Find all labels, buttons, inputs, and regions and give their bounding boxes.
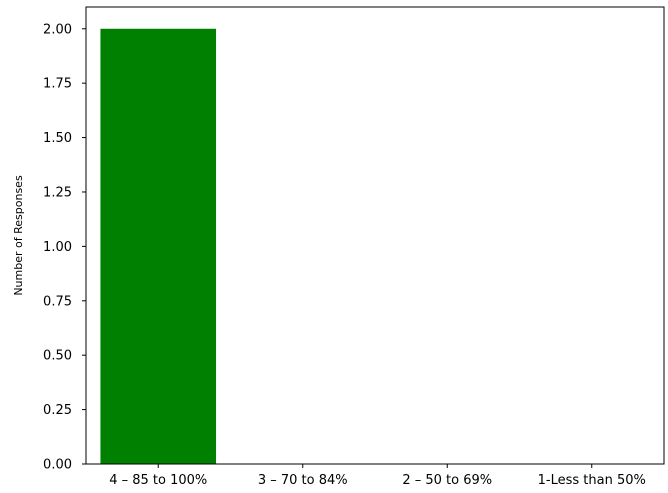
y-tick-label: 1.25	[43, 185, 72, 200]
y-axis-label: Number of Responses	[12, 175, 25, 296]
x-axis: 4 – 85 to 100% 3 – 70 to 84% 2 – 50 to 69%…	[109, 464, 646, 488]
y-axis: 0.00 0.25 0.50 0.75 1.00 1.25 1.50 1.75 2.00	[43, 22, 86, 473]
y-tick-label: 0.75	[43, 294, 72, 309]
x-tick-label: 3 – 70 to 84%	[258, 473, 348, 488]
y-tick-label: 0.25	[43, 403, 72, 418]
y-tick-label: 1.50	[43, 131, 72, 146]
bar	[100, 28, 217, 464]
plot-frame	[85, 6, 665, 465]
y-tick-label: 1.00	[43, 240, 72, 255]
y-tick-label: 2.00	[43, 22, 72, 37]
x-tick-label: 2 – 50 to 69%	[402, 473, 492, 488]
x-tick-label: 4 – 85 to 100%	[109, 473, 207, 488]
y-tick-label: 1.75	[43, 77, 72, 92]
x-tick-label: 1-Less than 50%	[538, 473, 646, 488]
bars-group	[100, 28, 217, 464]
y-tick-label: 0.50	[43, 349, 72, 364]
y-tick-label: 0.00	[43, 458, 72, 473]
